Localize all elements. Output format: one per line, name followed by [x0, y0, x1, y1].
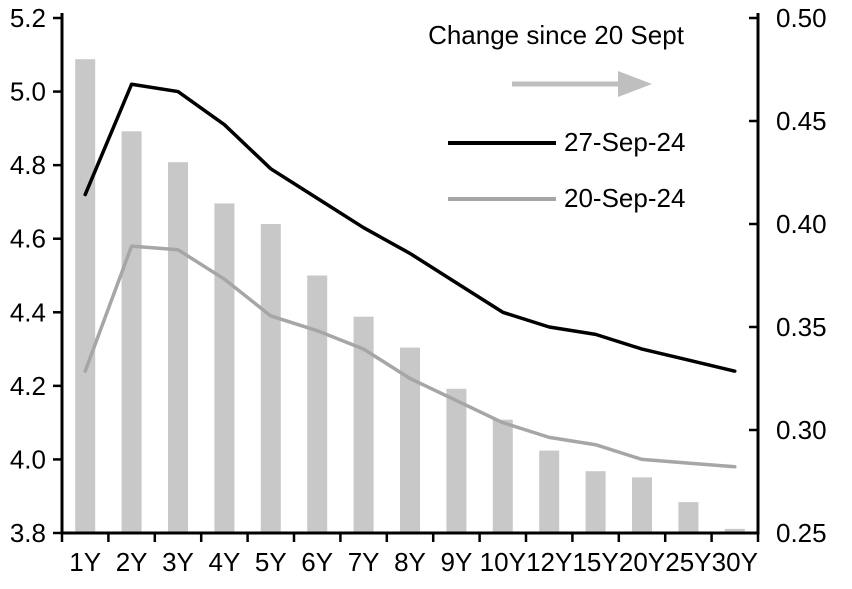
- bar-20Y: [632, 477, 652, 533]
- series-line-27-Sep-24: [83, 82, 737, 373]
- bar-25Y: [678, 502, 699, 533]
- x-axis-label: 25Y: [665, 547, 711, 577]
- x-axis-label: 8Y: [394, 547, 426, 577]
- y-axis-label-right: 0.25: [776, 518, 827, 548]
- x-axis-label: 6Y: [301, 547, 333, 577]
- bar-30Y: [724, 528, 745, 533]
- y-axis-label-right: 0.35: [776, 312, 827, 342]
- y-axis-label-right: 0.30: [776, 415, 827, 445]
- y-axis-label-left: 3.8: [10, 518, 46, 548]
- y-axis-label-left: 5.0: [10, 77, 46, 107]
- legend-arrow-head-icon: [618, 71, 652, 97]
- legend-entry-20-sep: 20-Sep-24: [448, 183, 685, 214]
- bar-15Y: [585, 471, 606, 533]
- bar-2Y: [121, 131, 142, 534]
- y-axis-label-left: 4.8: [10, 150, 46, 180]
- legend-entry-27-sep: 27-Sep-24: [448, 127, 685, 158]
- x-axis-label: 10Y: [480, 547, 526, 577]
- x-axis-label: 5Y: [255, 547, 287, 577]
- x-axis-label: 7Y: [348, 547, 380, 577]
- bar-9Y: [446, 388, 467, 533]
- x-axis-label: 15Y: [572, 547, 618, 577]
- black-line-sample-icon: [448, 129, 556, 157]
- y-axis-label-right: 0.50: [776, 3, 827, 33]
- x-axis-label: 3Y: [162, 547, 194, 577]
- x-axis-label: 2Y: [116, 547, 148, 577]
- x-axis-label: 9Y: [440, 547, 472, 577]
- y-axis-label-right: 0.45: [776, 106, 827, 136]
- series-line-20-Sep-24: [83, 244, 737, 469]
- y-axis-label-left: 4.0: [10, 444, 46, 474]
- bar-1Y: [75, 59, 96, 533]
- legend-label-27-sep: 27-Sep-24: [564, 127, 686, 157]
- bar-6Y: [307, 275, 328, 533]
- x-axis-label: 1Y: [69, 547, 101, 577]
- x-axis-label: 20Y: [619, 547, 665, 577]
- bar-7Y: [353, 316, 374, 533]
- bar-10Y: [492, 419, 513, 533]
- y-axis-label-left: 4.6: [10, 224, 46, 254]
- x-axis-label: 30Y: [712, 547, 758, 577]
- x-axis-label: 12Y: [526, 547, 572, 577]
- y-axis-label-left: 4.4: [10, 297, 46, 327]
- legend-title: Change since 20 Sept: [428, 20, 684, 50]
- gray-line-sample-icon: [448, 185, 556, 213]
- bar-12Y: [539, 450, 560, 533]
- x-axis-label: 4Y: [208, 547, 240, 577]
- bar-8Y: [400, 347, 420, 533]
- bar-3Y: [168, 162, 188, 533]
- y-axis-label-left: 5.2: [10, 3, 46, 33]
- bar-4Y: [214, 203, 235, 533]
- y-axis-label-left: 4.2: [10, 371, 46, 401]
- legend-label-20-sep: 20-Sep-24: [564, 183, 686, 213]
- bar-5Y: [260, 224, 281, 533]
- y-axis-label-right: 0.40: [776, 209, 827, 239]
